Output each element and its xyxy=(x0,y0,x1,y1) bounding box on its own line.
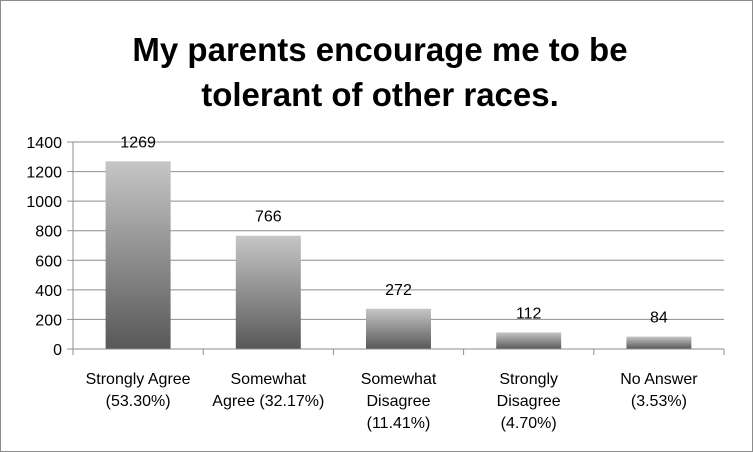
y-tick-label: 0 xyxy=(53,342,62,359)
data-label: 84 xyxy=(650,310,668,327)
x-tick-label-line: (11.41%) xyxy=(367,415,431,432)
x-tick-label-line: (53.30%) xyxy=(106,393,171,410)
x-tick-label-line: Agree (32.17%) xyxy=(212,393,324,410)
gridlines xyxy=(73,141,724,320)
x-tick-label: Somewhat Disagree (11.41%) xyxy=(361,371,437,432)
x-tick-label-line: No Answer xyxy=(620,371,698,388)
bar xyxy=(105,161,171,349)
chart-title-line-2: tolerant of other races. xyxy=(201,76,559,113)
x-tick-label-line: Strongly Agree xyxy=(86,371,191,388)
x-tick-label-line: (4.70%) xyxy=(501,415,557,432)
chart-title-line-1: My parents encourage me to be xyxy=(132,31,627,68)
data-label: 766 xyxy=(255,209,282,226)
x-tick-label-line: Disagree xyxy=(497,393,561,410)
data-label: 1269 xyxy=(120,134,156,151)
bar xyxy=(626,336,692,349)
data-label: 112 xyxy=(516,305,542,322)
x-tick-label-line: (3.53%) xyxy=(631,393,687,410)
x-tick-label: Strongly Disagree (4.70%) xyxy=(497,371,561,432)
data-labels: 1269 766 272 112 84 xyxy=(120,134,668,326)
x-tick-label-line: Somewhat xyxy=(231,371,307,388)
y-tick-label: 800 xyxy=(35,224,62,241)
y-tick-label: 400 xyxy=(35,283,62,300)
x-tick-label-line: Disagree xyxy=(366,393,430,410)
bars xyxy=(105,161,692,349)
x-tick-label-line: Somewhat xyxy=(361,371,437,388)
data-label: 272 xyxy=(385,282,412,299)
x-tick-label: No Answer (3.53%) xyxy=(620,371,698,410)
bar xyxy=(366,308,431,349)
x-tick-label: Strongly Agree (53.30%) xyxy=(86,371,191,410)
y-tick-label: 1400 xyxy=(26,135,62,152)
y-tick-label: 1200 xyxy=(26,165,62,182)
chart-title: My parents encourage me to be tolerant o… xyxy=(132,31,627,113)
y-axis: 0 200 400 600 800 1000 1200 1400 xyxy=(26,135,74,359)
y-tick-label: 600 xyxy=(35,253,62,270)
x-tick-label: Somewhat Agree (32.17%) xyxy=(212,371,324,410)
y-tick-label: 1000 xyxy=(26,194,62,211)
x-tick-label-line: Strongly xyxy=(499,371,558,388)
y-tick-label: 200 xyxy=(35,312,62,329)
bar xyxy=(496,332,562,349)
x-axis: Strongly Agree (53.30%) Somewhat Agree (32.… xyxy=(72,348,725,432)
bar xyxy=(235,235,301,349)
